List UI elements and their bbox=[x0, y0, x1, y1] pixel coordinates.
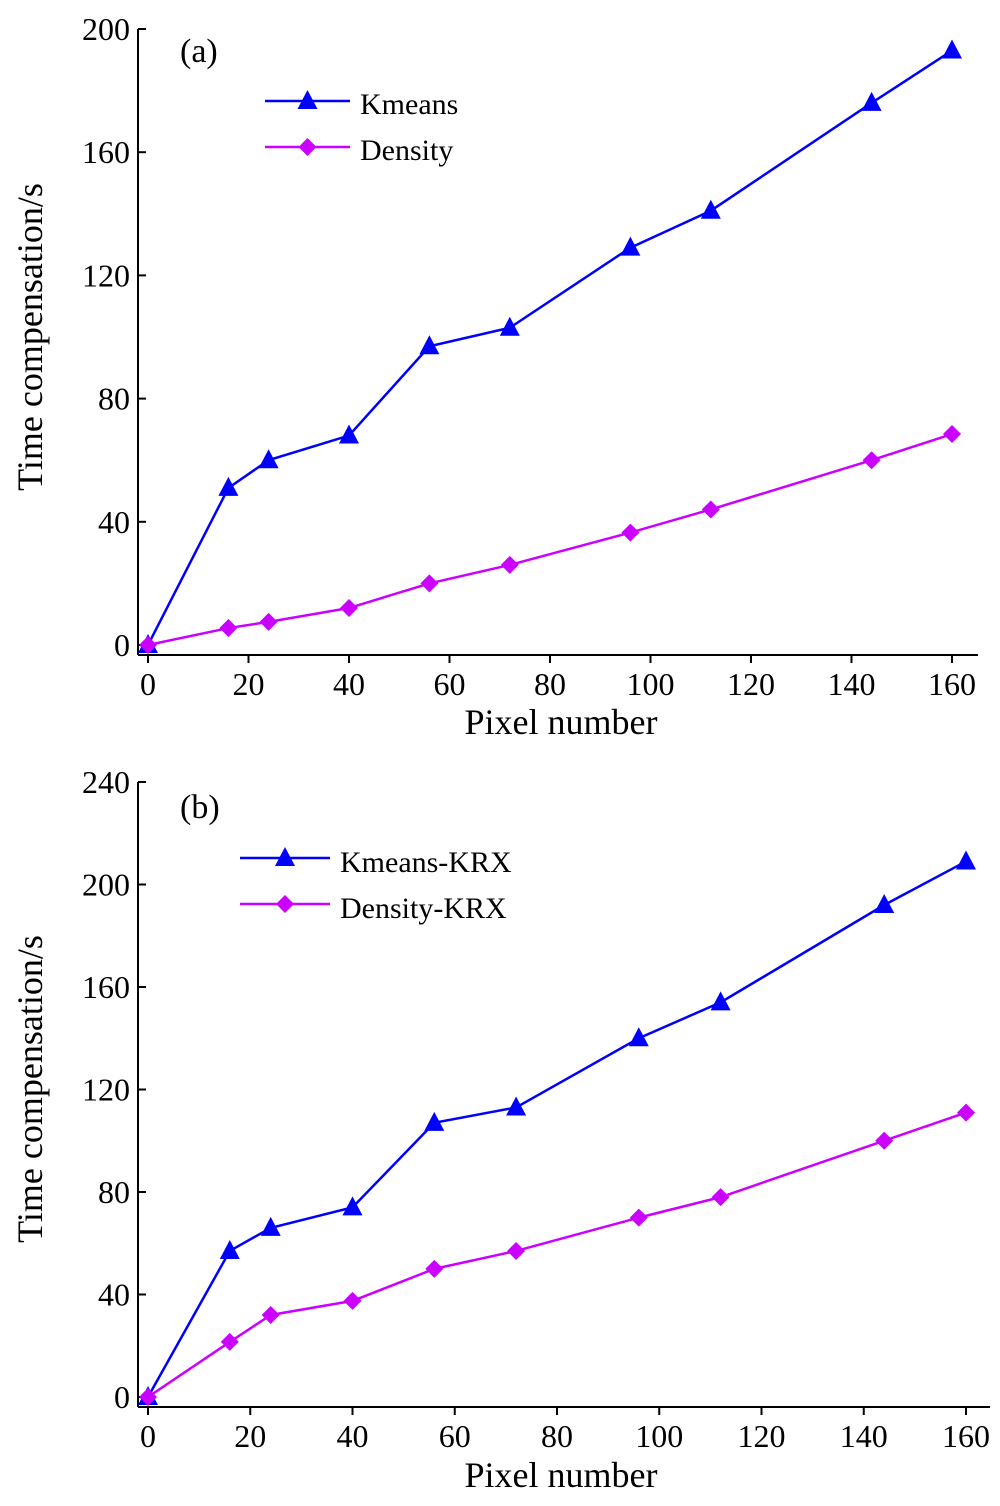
panel-b-x-tick-label: 100 bbox=[635, 1418, 683, 1454]
panel-a-x-tick-label: 140 bbox=[828, 666, 876, 702]
panel-a-x-tick-label: 20 bbox=[233, 666, 265, 702]
panel-b-x-tick-label: 140 bbox=[840, 1418, 888, 1454]
panel-b-series-line-1 bbox=[146, 860, 967, 1398]
panel-a-y-axis-title: Time compensation/s bbox=[10, 183, 50, 491]
panel-a-x-axis-title: Pixel number bbox=[465, 702, 658, 742]
panel-b-data-point bbox=[219, 1239, 240, 1259]
panel-a-y-tick-label: 200 bbox=[82, 11, 130, 47]
panel-a-y-tick-label: 40 bbox=[98, 504, 130, 540]
panel-a-x-tick-label: 100 bbox=[627, 666, 675, 702]
panel-a-data-point bbox=[340, 599, 358, 618]
panel-b-legend-marker-1 bbox=[275, 847, 295, 866]
panel-b-y-axis-title: Time compensation/s bbox=[10, 935, 50, 1243]
panel-a-data-point bbox=[500, 555, 519, 574]
panel-b-legend: Kmeans-KRX Density-KRX bbox=[340, 846, 512, 925]
panel-a-data-point bbox=[862, 451, 881, 470]
panel-a-data-point bbox=[139, 636, 157, 654]
panel-b-x-tick-label: 20 bbox=[234, 1418, 266, 1454]
panel-a-data-point bbox=[701, 500, 720, 519]
panel-a-data-point bbox=[943, 425, 961, 444]
panel-b-data-point bbox=[874, 894, 895, 913]
panel-a-series-line-2 bbox=[147, 432, 953, 647]
panel-a-data-point bbox=[259, 612, 278, 631]
panel-a-data-point bbox=[861, 91, 882, 111]
panel-a-legend-marker-1 bbox=[297, 90, 318, 109]
panel-a-data-point bbox=[258, 449, 279, 469]
panel-a-data-point bbox=[218, 476, 239, 496]
panel-a-data-point bbox=[942, 39, 962, 59]
panel-a-x-tick-label: 80 bbox=[534, 666, 566, 702]
panel-b-y-tick-label: 160 bbox=[82, 969, 130, 1005]
panel-b-data-point bbox=[957, 1103, 975, 1122]
panel-a-data-point bbox=[420, 574, 439, 593]
panel-b-x-tick-label: 0 bbox=[140, 1418, 156, 1454]
panel-b-data-point bbox=[506, 1096, 527, 1116]
panel-b-data-point bbox=[710, 991, 731, 1011]
panel-b-data-point bbox=[629, 1208, 648, 1227]
legend-item-density-krx: Density-KRX bbox=[340, 892, 507, 925]
panel-a-data-point bbox=[700, 199, 721, 219]
panel-b-data-point bbox=[875, 1131, 894, 1150]
panel-a-data-point bbox=[621, 523, 640, 542]
panel-b-data-point bbox=[261, 1306, 280, 1324]
panel-a-data-point bbox=[339, 424, 359, 444]
panel-b-y-tick-label: 80 bbox=[98, 1174, 130, 1210]
panel-a-data-point bbox=[620, 236, 641, 256]
legend-item-kmeans-krx: Kmeans-KRX bbox=[340, 846, 512, 879]
panel-b-data-point bbox=[424, 1111, 445, 1131]
panel-a-y-tick-label: 0 bbox=[114, 627, 130, 663]
chart-panel-b: (b) Pixel number Time compensation/s Kme… bbox=[10, 764, 990, 1495]
panel-a-x-tick-label: 160 bbox=[928, 666, 976, 702]
panel-a-data-point bbox=[419, 335, 440, 355]
panel-a-data-point bbox=[499, 316, 520, 336]
legend-item-kmeans: Kmeans bbox=[360, 88, 458, 121]
panel-b-y-tick-label: 120 bbox=[82, 1072, 130, 1108]
panel-b-x-tick-label: 120 bbox=[738, 1418, 786, 1454]
panel-b-data-point bbox=[220, 1332, 239, 1351]
panel-a-label: (a) bbox=[180, 33, 218, 70]
panel-b-data-point bbox=[507, 1241, 526, 1260]
panel-b-data-point bbox=[628, 1027, 649, 1047]
panel-b-y-tick-label: 240 bbox=[82, 764, 130, 800]
panel-a-x-tick-label: 0 bbox=[140, 666, 156, 702]
panel-a-x-tick-label: 40 bbox=[333, 666, 365, 702]
panel-b-x-tick-label: 80 bbox=[541, 1418, 573, 1454]
panel-a-series-line-1 bbox=[146, 49, 953, 646]
panel-b-x-tick-label: 60 bbox=[439, 1418, 471, 1454]
panel-b-data-point bbox=[711, 1188, 730, 1207]
panel-b-series-line-2 bbox=[147, 1111, 967, 1399]
panel-b-data-point bbox=[343, 1291, 362, 1310]
panel-b-y-tick-label: 0 bbox=[114, 1379, 130, 1415]
panel-a-legend-marker-2 bbox=[298, 138, 317, 156]
panel-b-x-tick-label: 40 bbox=[337, 1418, 369, 1454]
panel-b-x-tick-label: 160 bbox=[942, 1418, 990, 1454]
panel-a-legend: Kmeans Density bbox=[360, 88, 458, 167]
panel-b-y-tick-label: 40 bbox=[98, 1277, 130, 1313]
panel-a-y-tick-label: 120 bbox=[82, 257, 130, 293]
panel-a-x-tick-label: 120 bbox=[727, 666, 775, 702]
panel-b-data-point bbox=[342, 1196, 363, 1216]
panel-b-data-point bbox=[425, 1259, 444, 1278]
panel-a-data-point bbox=[219, 619, 238, 638]
panel-a-y-tick-label: 80 bbox=[98, 381, 130, 417]
panel-b-data-point bbox=[139, 1388, 157, 1406]
panel-b-data-point bbox=[956, 850, 976, 870]
chart-panel-a: (a) Pixel number Time compensation/s Kme… bbox=[10, 11, 978, 742]
panel-b-data-point bbox=[260, 1216, 281, 1236]
panel-b-x-axis-title: Pixel number bbox=[465, 1455, 658, 1495]
panel-b-y-tick-label: 200 bbox=[82, 867, 130, 903]
panel-a-y-tick-label: 160 bbox=[82, 134, 130, 170]
panel-a-x-tick-label: 60 bbox=[434, 666, 466, 702]
panel-b-legend-marker-2 bbox=[276, 895, 294, 913]
panel-b-label: (b) bbox=[180, 789, 220, 826]
legend-item-density: Density bbox=[360, 134, 453, 167]
